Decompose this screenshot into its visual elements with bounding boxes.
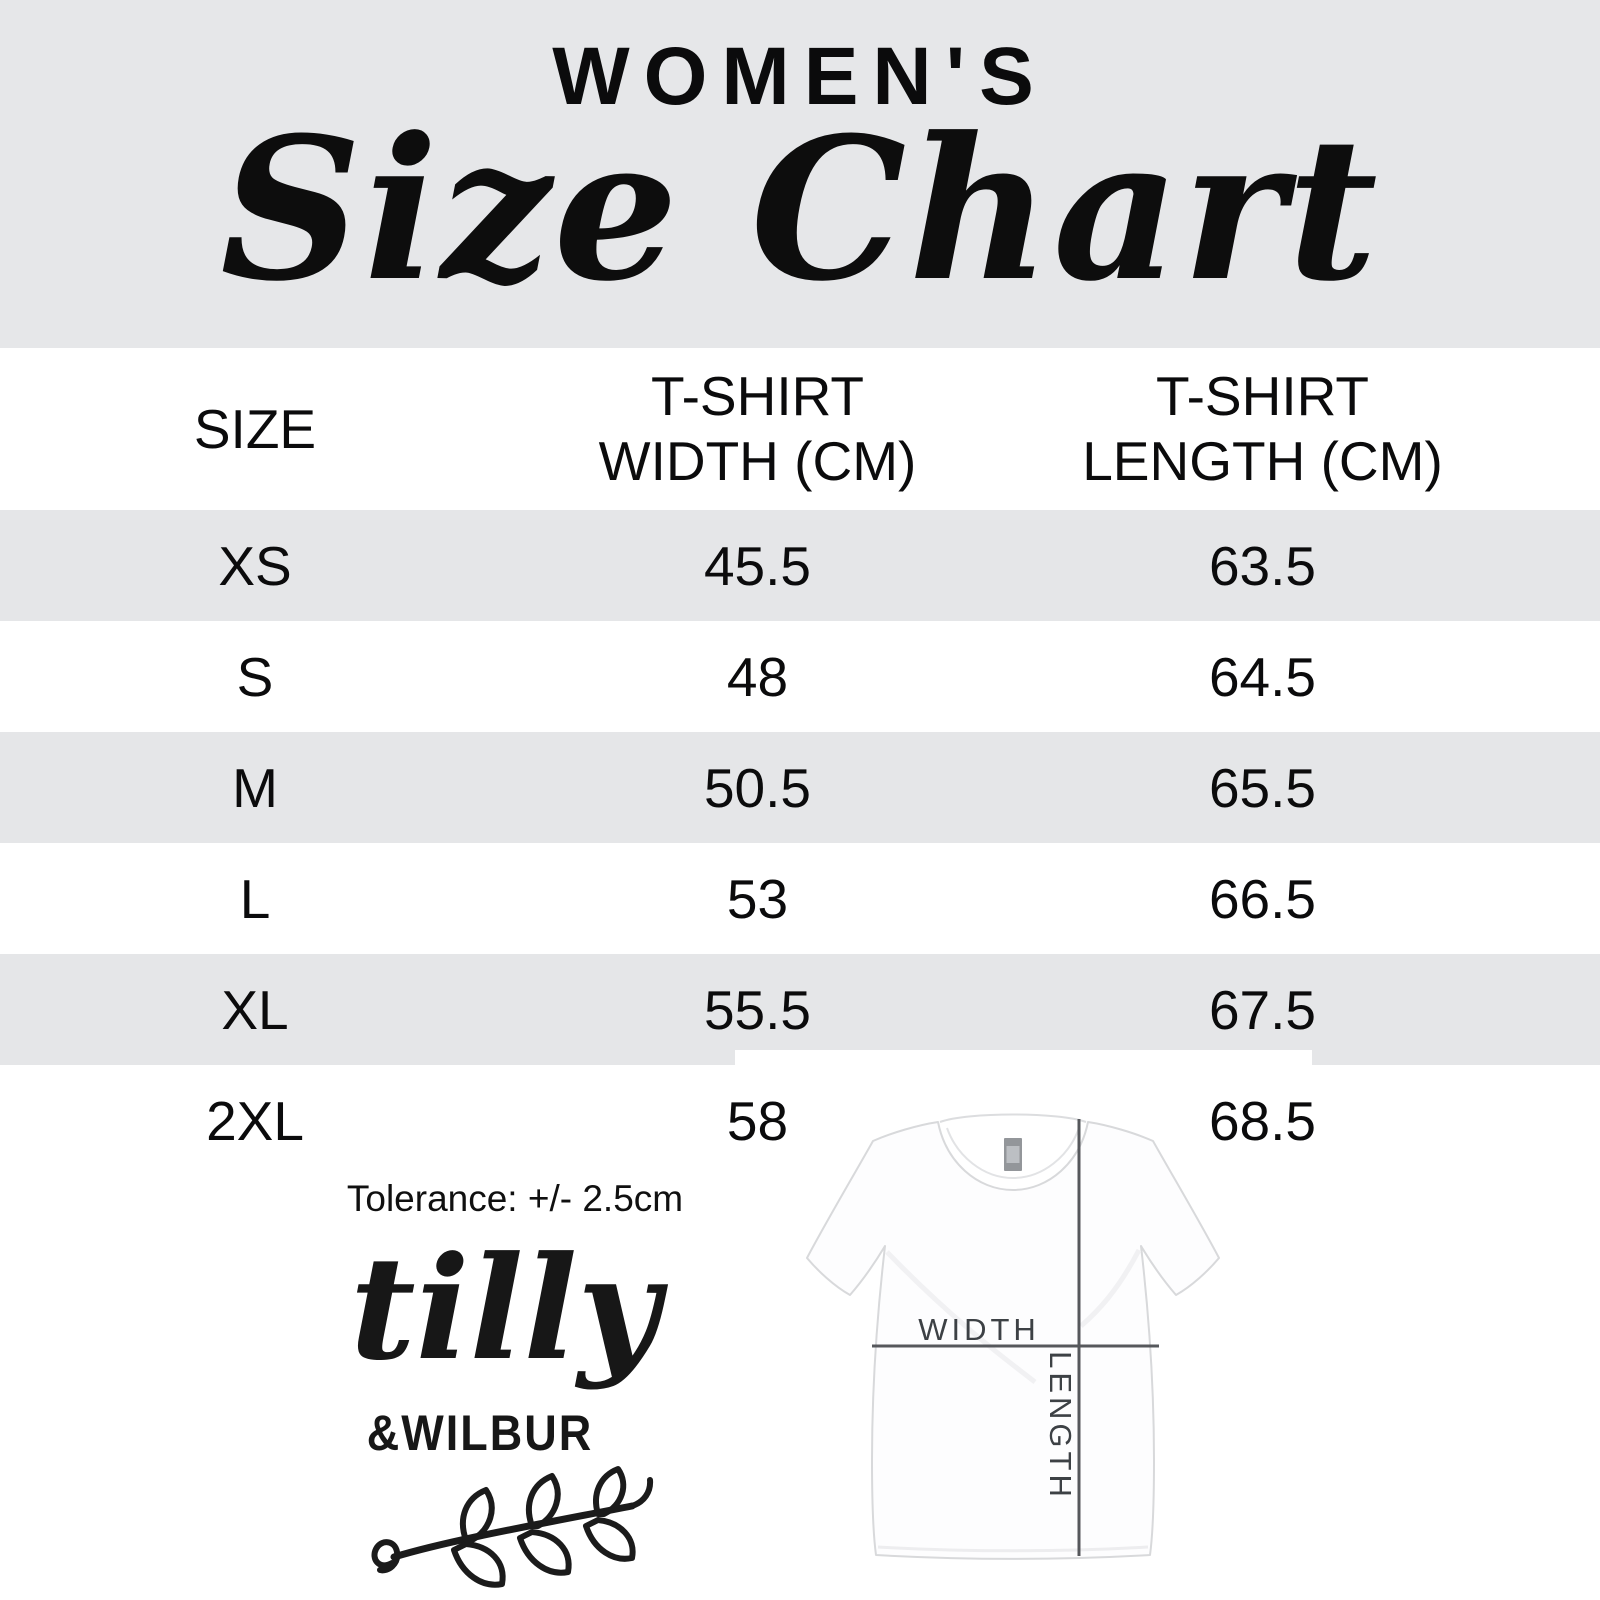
tshirt-collar-rib	[946, 1127, 1080, 1180]
row-stripe	[0, 510, 1600, 621]
tshirt-outline	[806, 1121, 1220, 1560]
header-banner	[0, 0, 1600, 348]
tshirt-crease	[885, 1250, 1037, 1384]
tshirt-crease	[1079, 1248, 1142, 1328]
tshirt-diagram-image	[806, 1113, 1220, 1560]
row-stripe	[0, 954, 1600, 1065]
row-stripe	[0, 732, 1600, 843]
tshirt-hem-stitch	[877, 1545, 1149, 1553]
tshirt-back-collar	[939, 1113, 1087, 1123]
tshirt-neck-tag-label	[1006, 1146, 1020, 1163]
tshirt-diagram-figure	[735, 1050, 1312, 1600]
